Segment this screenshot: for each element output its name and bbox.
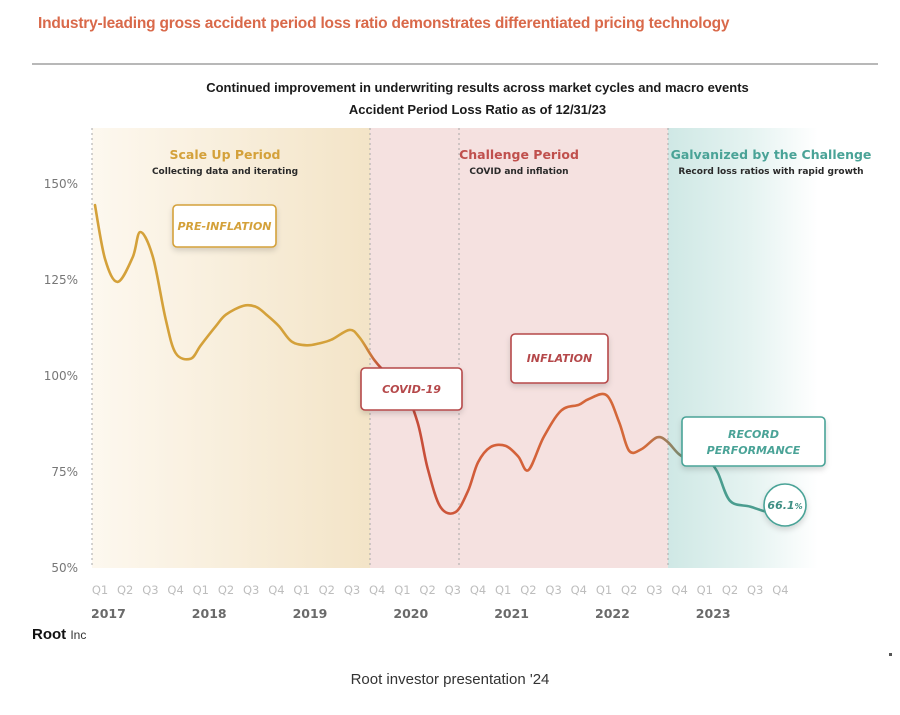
x-tick-year: 2021 (494, 606, 529, 621)
logo-suffix: Inc (70, 628, 87, 642)
x-tick-quarter: Q3 (344, 583, 360, 597)
resize-handle-mark (889, 653, 892, 656)
x-tick-quarter: Q1 (293, 583, 309, 597)
period-subtitle-scale-up: Collecting data and iterating (152, 167, 298, 177)
y-tick-label: 75% (51, 465, 78, 479)
x-tick-quarter: Q3 (445, 583, 461, 597)
period-bg-scale-up (92, 128, 370, 568)
x-tick-year: 2017 (91, 606, 126, 621)
logo-name: Root (32, 626, 67, 643)
x-tick-quarter: Q3 (646, 583, 662, 597)
x-tick-quarter: Q1 (394, 583, 410, 597)
period-title-scale-up: Scale Up Period (169, 147, 280, 162)
x-tick-quarter: Q1 (92, 583, 108, 597)
x-tick-quarter: Q2 (722, 583, 738, 597)
x-tick-quarter: Q2 (621, 583, 637, 597)
callout-inflation: INFLATION (510, 333, 609, 384)
x-tick-quarter: Q2 (218, 583, 234, 597)
headline-divider (32, 63, 878, 65)
callout-covid: COVID-19 (360, 367, 463, 411)
x-tick-year: 2023 (696, 606, 731, 621)
x-tick-quarter: Q4 (571, 583, 587, 597)
x-tick-quarter: Q3 (747, 583, 763, 597)
final-value-badge: 66.1% (763, 483, 807, 527)
chart-subtitle: Continued improvement in underwriting re… (206, 80, 749, 95)
x-tick-quarter: Q2 (319, 583, 335, 597)
y-tick-label: 100% (44, 369, 78, 383)
x-tick-year: 2018 (192, 606, 227, 621)
image-caption: Root investor presentation '24 (350, 671, 550, 688)
period-subtitle-galvanized: Record loss ratios with rapid growth (678, 167, 863, 177)
callout-inflation-label: INFLATION (527, 352, 592, 365)
x-tick-year: 2019 (293, 606, 328, 621)
y-tick-label: 150% (44, 177, 78, 191)
x-tick-quarter: Q3 (142, 583, 158, 597)
x-tick-quarter: Q1 (193, 583, 209, 597)
x-tick-quarter: Q4 (772, 583, 788, 597)
period-title-challenge: Challenge Period (459, 147, 579, 162)
y-tick-label: 50% (51, 561, 78, 575)
final-value-unit: % (795, 502, 803, 511)
period-subtitle-challenge: COVID and inflation (469, 167, 568, 177)
x-tick-quarter: Q1 (596, 583, 612, 597)
loss-ratio-line (93, 203, 785, 515)
callout-pre-inflation-label: PRE-INFLATION (177, 220, 271, 233)
company-logo: Root Inc (32, 626, 86, 643)
x-tick-quarter: Q3 (545, 583, 561, 597)
x-tick-quarter: Q4 (369, 583, 385, 597)
callout-pre-inflation: PRE-INFLATION (172, 204, 277, 248)
callout-covid-label: COVID-19 (382, 383, 441, 396)
x-tick-quarter: Q4 (470, 583, 486, 597)
x-tick-quarter: Q3 (243, 583, 259, 597)
x-tick-quarter: Q1 (697, 583, 713, 597)
x-tick-quarter: Q4 (268, 583, 284, 597)
x-tick-quarter: Q2 (117, 583, 133, 597)
x-tick-quarter: Q1 (495, 583, 511, 597)
period-title-galvanized: Galvanized by the Challenge (671, 147, 872, 162)
slide-headline: Industry-leading gross accident period l… (38, 15, 730, 32)
callout-record-label-line1: RECORD (728, 428, 779, 441)
callout-record-performance: RECORD PERFORMANCE (681, 416, 826, 467)
final-value-number: 66.1 (767, 499, 794, 512)
x-tick-year: 2020 (393, 606, 428, 621)
x-tick-quarter: Q2 (419, 583, 435, 597)
svg-text:66.1%: 66.1% (767, 499, 802, 512)
x-tick-quarter: Q2 (520, 583, 536, 597)
y-tick-label: 125% (44, 273, 78, 287)
x-tick-quarter: Q4 (167, 583, 183, 597)
callout-record-label-line2: PERFORMANCE (707, 444, 801, 457)
chart-title: Accident Period Loss Ratio as of 12/31/2… (348, 102, 607, 117)
x-tick-quarter: Q4 (671, 583, 687, 597)
x-tick-year: 2022 (595, 606, 630, 621)
